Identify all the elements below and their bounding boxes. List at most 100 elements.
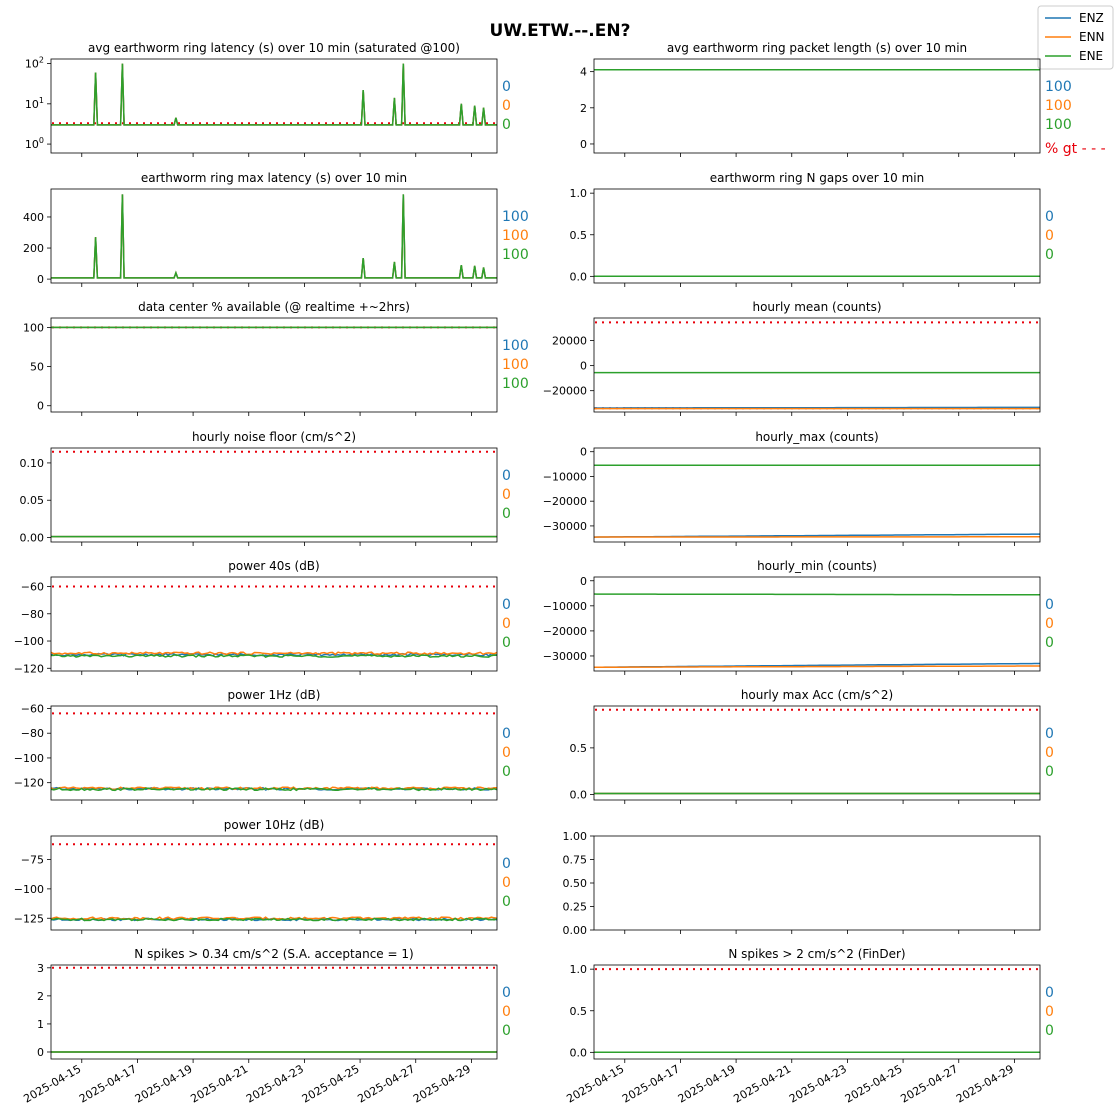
panel-13: power 10Hz (dB) −125 −100 −75 0 0 0	[14, 818, 511, 934]
y-tick-label: 0.00	[563, 924, 588, 937]
axes-frame	[50, 447, 498, 543]
stat-enn: 0	[1045, 228, 1054, 244]
panel-6: hourly mean (counts) −20000 0 20000	[543, 300, 1041, 416]
y-tick-label: 1.0	[570, 963, 588, 976]
y-tick-label: 1.0	[570, 187, 588, 200]
y-tick-label: −20000	[543, 385, 587, 398]
stat-ene: 0	[502, 117, 511, 133]
stat-enn: 100	[502, 228, 529, 244]
stat-enn: 0	[502, 875, 511, 891]
stat-enz: 0	[502, 597, 511, 613]
stat-enz: 0	[502, 726, 511, 742]
panel-title: hourly_max (counts)	[755, 430, 878, 444]
stat-enz: 0	[1045, 597, 1054, 613]
panel-14: 0.00 0.25 0.50 0.75 1.00	[563, 830, 1041, 937]
axes-frame	[50, 705, 498, 801]
y-tick-label: 0.10	[20, 457, 45, 470]
stat-enn: 0	[502, 616, 511, 632]
y-tick-label: 101	[25, 96, 44, 111]
legend-label-enn: ENN	[1079, 30, 1105, 44]
y-tick-label: 0	[580, 360, 587, 373]
stat-enz: 0	[502, 468, 511, 484]
stat-enn: 0	[502, 487, 511, 503]
stat-enn: 0	[1045, 1004, 1054, 1020]
y-tick-label: 0	[37, 273, 44, 286]
y-tick-label: 0.5	[570, 742, 588, 755]
pct-gt-label: % gt - - -	[1045, 141, 1106, 157]
panel-title: hourly_min (counts)	[757, 559, 877, 573]
y-tick-label: 0.25	[563, 901, 588, 914]
axes-frame	[50, 576, 498, 672]
axes-frame	[593, 188, 1041, 284]
y-tick-label: −80	[21, 608, 44, 621]
legend-label-ene: ENE	[1079, 49, 1103, 63]
y-tick-label: 0	[580, 446, 587, 459]
figure-suptitle: UW.ETW.--.EN?	[490, 21, 631, 41]
panel-title: earthworm ring N gaps over 10 min	[710, 171, 924, 185]
series-ene	[51, 917, 498, 922]
y-tick-label: 200	[23, 242, 44, 255]
y-tick-label: 0.0	[570, 1046, 588, 1059]
series-ene	[50, 787, 498, 792]
legend-box	[1037, 5, 1114, 70]
axes-frame	[50, 58, 498, 154]
y-tick-label: 0	[37, 1046, 44, 1059]
y-tick-label: 400	[23, 211, 44, 224]
y-tick-label: 0.50	[563, 877, 588, 890]
legend: ENZ ENN ENE	[1037, 5, 1114, 70]
y-tick-label: 0.00	[20, 532, 45, 545]
stat-enn: 0	[1045, 616, 1054, 632]
y-tick-label: 0.0	[570, 270, 588, 283]
panel-title: power 10Hz (dB)	[224, 818, 325, 832]
stat-ene: 100	[1045, 117, 1072, 133]
axes-frame	[50, 964, 498, 1060]
y-tick-label: −100	[14, 883, 44, 896]
axes-frame	[593, 964, 1041, 1060]
panel-title: earthworm ring max latency (s) over 10 m…	[141, 171, 407, 185]
stat-enn: 100	[502, 357, 529, 373]
y-tick-label: 0.5	[570, 229, 588, 242]
stat-ene: 0	[502, 764, 511, 780]
series-enn	[594, 665, 1040, 668]
stat-ene: 100	[502, 247, 529, 263]
y-tick-label: −60	[21, 581, 44, 594]
stat-enn: 0	[502, 1004, 511, 1020]
axes-frame	[593, 58, 1041, 154]
axes-frame	[593, 447, 1041, 543]
y-tick-label: 0.75	[563, 854, 588, 867]
stat-enn: 0	[502, 98, 511, 114]
panel-8: hourly_max (counts) −30000 −20000 −10000 0	[543, 430, 1041, 546]
panel-title: avg earthworm ring packet length (s) ove…	[667, 41, 967, 55]
stat-ene: 0	[1045, 635, 1054, 651]
axes-frame	[50, 188, 498, 284]
axes-frame	[593, 576, 1041, 672]
stat-enz: 0	[502, 79, 511, 95]
y-tick-label: −10000	[543, 600, 587, 613]
y-tick-label: 4	[580, 66, 587, 79]
panel-title: power 40s (dB)	[228, 559, 319, 573]
panel-9: power 40s (dB) −120 −100 −80 −60 0 0 0	[14, 559, 511, 675]
y-tick-label: 0	[37, 400, 44, 413]
panel-4: earthworm ring N gaps over 10 min 0.0 0.5 1…	[570, 171, 1054, 287]
panel-title: data center % available (@ realtime +~2h…	[138, 300, 410, 314]
series-ene	[50, 654, 498, 658]
axes-frame	[50, 835, 498, 931]
y-tick-label: 0.5	[570, 1005, 588, 1018]
y-tick-label: 0	[580, 575, 587, 588]
y-tick-label: 0.0	[570, 788, 588, 801]
panel-title: hourly noise floor (cm/s^2)	[192, 430, 356, 444]
y-tick-label: 100	[23, 321, 44, 334]
y-tick-label: 0.05	[20, 494, 45, 507]
stat-enz: 100	[1045, 79, 1072, 95]
panel-title: avg earthworm ring latency (s) over 10 m…	[88, 41, 460, 55]
y-tick-label: −120	[14, 662, 44, 675]
stat-ene: 0	[502, 635, 511, 651]
panel-title: N spikes > 0.34 cm/s^2 (S.A. acceptance …	[134, 947, 413, 961]
y-tick-label: 50	[30, 361, 44, 374]
y-tick-label: −10000	[543, 470, 587, 483]
axes-frame	[593, 705, 1041, 801]
stat-ene: 0	[1045, 247, 1054, 263]
series-ene	[51, 63, 497, 126]
